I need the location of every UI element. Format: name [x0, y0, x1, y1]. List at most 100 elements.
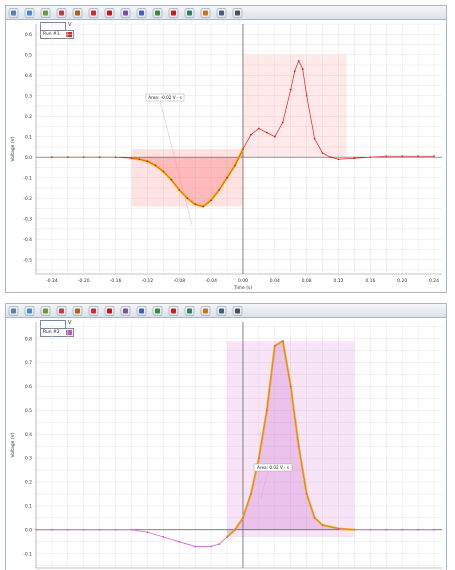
data-point	[146, 531, 149, 534]
x-tick-label: 0.08	[302, 278, 312, 284]
x-tick-label: 0.00	[238, 278, 248, 284]
bar-icon[interactable]	[152, 8, 163, 18]
zoom-icon[interactable]	[40, 306, 51, 316]
tangent-icon-frame	[184, 8, 195, 18]
xy-icon[interactable]	[136, 8, 147, 18]
highlight-icon[interactable]	[200, 8, 211, 18]
xy-icon-frame	[136, 306, 147, 316]
x-tick-label: 0.16	[365, 278, 375, 284]
chart-icon-frame	[24, 8, 35, 18]
marker-icon[interactable]	[120, 8, 131, 18]
data-point	[194, 203, 197, 206]
x-tick-label: -0.20	[78, 278, 90, 284]
sigma-icon[interactable]	[56, 8, 67, 18]
bar-icon-glyph	[155, 10, 160, 16]
y-tick-label: 0.7	[25, 360, 32, 366]
tangent-icon[interactable]	[184, 306, 195, 316]
data-point	[210, 199, 213, 202]
text-icon-glyph	[107, 10, 112, 16]
draw-icon[interactable]	[88, 306, 99, 316]
data-point	[401, 528, 404, 531]
draw-icon-glyph	[91, 10, 96, 16]
curve-fit-icon[interactable]	[72, 8, 83, 18]
data-point	[281, 340, 284, 343]
annotation-pointer	[159, 100, 193, 226]
data-point	[35, 528, 37, 531]
highlight-icon-glyph	[203, 308, 208, 314]
run-selector[interactable]: Run #2	[40, 328, 74, 337]
graph-panel-2: V Run #2 0.8 0.7 0.6 0.5 0.4 0.3 0.2 0.1 0.0 -0.1…	[5, 303, 447, 570]
curve-fit-icon[interactable]	[72, 306, 83, 316]
data-point	[297, 59, 300, 62]
x-axis-label: Time (s)	[233, 285, 253, 291]
chart-2[interactable]: 0.8 0.7 0.6 0.5 0.4 0.3 0.2 0.1 0.0 -0.1 Voltage (…	[6, 318, 446, 570]
data-point	[146, 160, 149, 163]
x-tick-label: -0.24	[46, 278, 58, 284]
point-icon-glyph	[235, 10, 240, 16]
run-color-swatch	[66, 330, 72, 335]
data-point	[293, 70, 296, 73]
data-point	[218, 543, 220, 546]
data-point	[138, 158, 141, 161]
data-point	[369, 156, 372, 159]
data-point	[66, 528, 69, 531]
zoom-icon-frame	[40, 306, 51, 316]
data-point	[305, 94, 308, 97]
sigma-icon-glyph	[59, 308, 64, 314]
marker-icon[interactable]	[120, 306, 131, 316]
settings-icon[interactable]	[216, 306, 227, 316]
data-point	[401, 155, 404, 158]
text-icon[interactable]	[104, 306, 115, 316]
curve-fit-icon-glyph	[75, 308, 80, 314]
chart-icon[interactable]	[24, 8, 35, 18]
chart-icon[interactable]	[24, 306, 35, 316]
data-point	[66, 156, 69, 159]
unit-label: V	[68, 22, 72, 28]
data-point	[369, 528, 372, 531]
data-point	[202, 205, 205, 208]
text-icon[interactable]	[104, 8, 115, 18]
zoom-icon[interactable]	[40, 8, 51, 18]
delete-icon-glyph	[171, 10, 176, 16]
y-tick-label: 0.5	[25, 52, 32, 58]
data-point	[273, 135, 276, 138]
data-point	[313, 516, 316, 519]
zoom-icon-frame	[40, 8, 51, 18]
point-icon[interactable]	[232, 306, 243, 316]
data-point	[51, 156, 53, 159]
data-point	[289, 88, 292, 91]
data-point	[433, 528, 435, 531]
data-point	[321, 524, 324, 526]
table-icon[interactable]	[8, 8, 19, 18]
data-point	[321, 152, 324, 154]
x-tick-label: 0.04	[270, 278, 280, 284]
data-point	[242, 516, 244, 519]
data-point	[162, 170, 165, 173]
text-icon-glyph	[107, 308, 112, 314]
settings-icon[interactable]	[216, 8, 227, 18]
delete-icon[interactable]	[168, 8, 179, 18]
tangent-icon[interactable]	[184, 8, 195, 18]
y-tick-label: 0.5	[25, 408, 32, 414]
point-icon[interactable]	[232, 8, 243, 18]
marker-icon-frame	[120, 8, 131, 18]
highlight-icon[interactable]	[200, 306, 211, 316]
sigma-icon[interactable]	[56, 306, 67, 316]
data-point	[242, 148, 244, 150]
bar-icon[interactable]	[152, 306, 163, 316]
chart-1[interactable]: 0.6 0.5 0.4 0.3 0.2 0.1 0.0 -0.1 -0.2 -0.3 -0.4 -0.…	[6, 20, 446, 292]
point-icon-frame	[232, 8, 243, 18]
delete-icon[interactable]	[168, 306, 179, 316]
xy-icon-frame	[136, 8, 147, 18]
xy-icon-glyph	[139, 308, 144, 314]
data-point	[258, 457, 260, 460]
y-tick-label: 0.3	[25, 456, 32, 462]
delete-icon-frame	[168, 8, 179, 18]
draw-icon[interactable]	[88, 8, 99, 18]
curve-fit-icon-frame	[72, 8, 83, 18]
y-tick-label: 0.6	[25, 32, 32, 38]
table-icon[interactable]	[8, 306, 19, 316]
bar-icon-glyph	[155, 308, 160, 314]
xy-icon[interactable]	[136, 306, 147, 316]
curve-fit-icon-frame	[72, 306, 83, 316]
